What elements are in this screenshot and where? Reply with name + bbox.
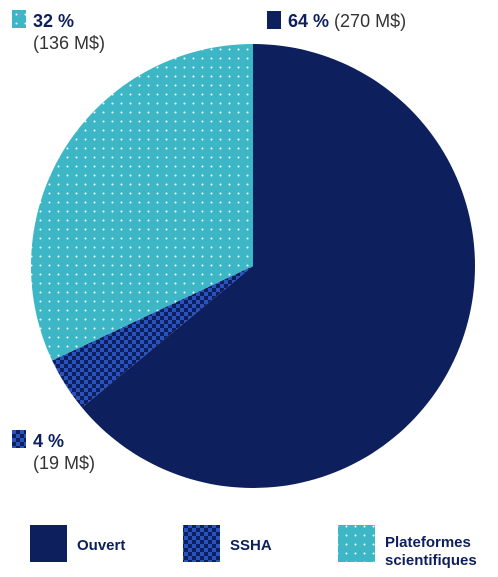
amount-label: (19 M$) xyxy=(33,453,96,473)
slice-label: 32 % (136 M$) xyxy=(12,10,105,54)
slice-label: 64 % (270 M$) xyxy=(267,10,406,32)
legend-swatch xyxy=(338,525,375,562)
amount-label: (270 M$) xyxy=(334,11,407,31)
label-swatch xyxy=(12,10,26,29)
legend-label: Ouvert xyxy=(77,537,126,554)
value-label: 32 % xyxy=(33,11,75,31)
legend-label: Plateformes scientifiques xyxy=(385,534,477,569)
value-label: 64 % xyxy=(288,11,330,31)
pie-slice xyxy=(52,266,254,408)
legend-label: SSHA xyxy=(230,537,272,554)
slice-label: 4 % (19 M$) xyxy=(12,430,95,474)
legend-swatch xyxy=(30,525,67,562)
pie-slice xyxy=(81,44,475,489)
legend-swatch xyxy=(183,525,220,562)
amount-label: (136 M$) xyxy=(33,33,106,53)
pie-slice xyxy=(30,44,254,361)
label-swatch xyxy=(12,430,26,449)
value-label: 4 % xyxy=(33,431,65,451)
label-swatch xyxy=(267,11,281,29)
